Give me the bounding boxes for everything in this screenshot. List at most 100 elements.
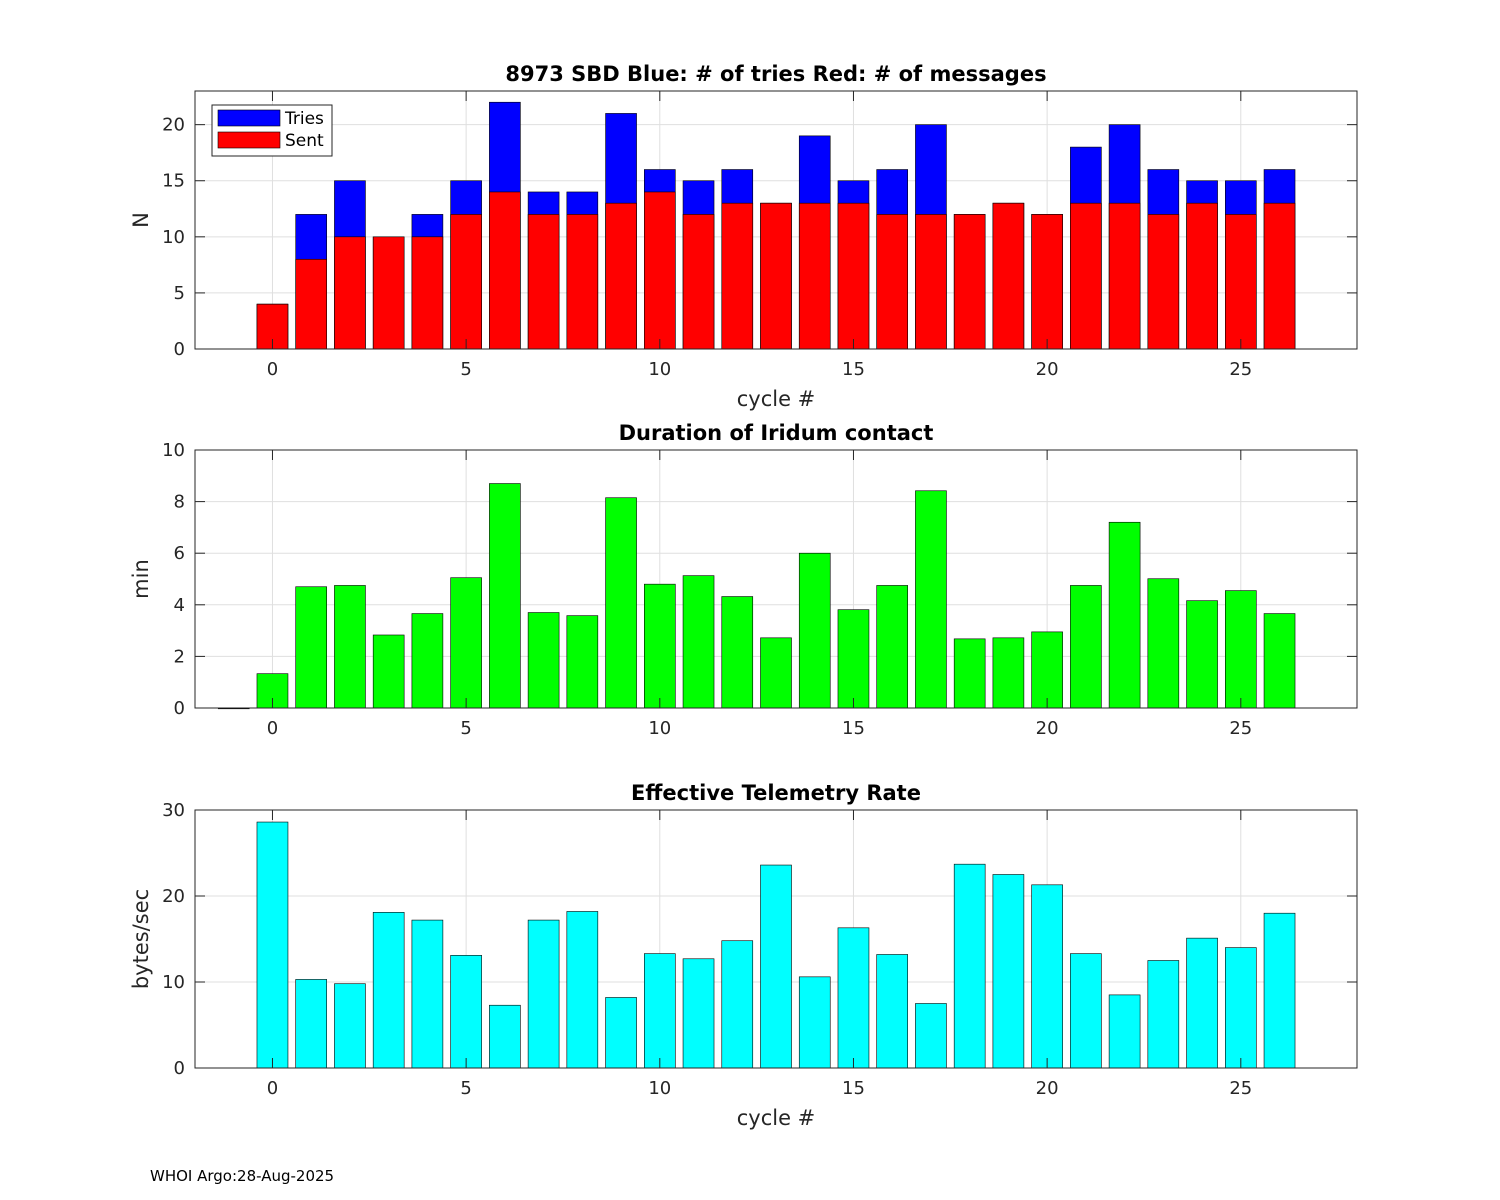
bar-duration-cycle-8: [566, 615, 599, 709]
y-tick-label: 8: [174, 492, 185, 513]
y-tick-label: 10: [162, 227, 185, 248]
bar-sent-cycle-16: [876, 214, 908, 350]
axes-box: [194, 809, 1358, 1069]
bar-rate-cycle-16: [876, 954, 908, 1069]
bar-sent-cycle-11: [682, 214, 715, 350]
bar-rate-cycle-15: [837, 927, 870, 1069]
legend-label-sent: Sent: [285, 131, 324, 151]
bar-sent-cycle-6: [489, 191, 521, 350]
x-tick-label: 25: [1229, 718, 1252, 739]
bar-sent-cycle-13: [760, 202, 792, 350]
x-tick-label: 0: [267, 359, 278, 380]
y-tick-label: 20: [162, 115, 185, 136]
bar-rate-cycle-5: [450, 955, 482, 1069]
x-tick-label: 5: [460, 359, 471, 380]
bar-rate-cycle-17: [915, 1003, 947, 1069]
bar-sent-cycle-4: [411, 236, 444, 350]
bar-sent-cycle-20: [1031, 214, 1063, 350]
bar-rate-cycle-1: [295, 979, 327, 1069]
bar-sent-cycle-14: [798, 202, 831, 350]
x-tick-label: 0: [267, 718, 278, 739]
y-tick-label: 5: [174, 283, 185, 304]
chart-title: Duration of Iridum contact: [619, 421, 934, 445]
y-tick-label: 30: [162, 800, 185, 821]
x-tick-label: 15: [842, 718, 865, 739]
bar-rate-cycle-18: [953, 863, 986, 1069]
y-tick-label: 10: [162, 440, 185, 461]
bar-sent-cycle-24: [1186, 202, 1218, 350]
x-tick-label: 25: [1229, 359, 1252, 380]
bar-duration-cycle-9: [605, 497, 637, 709]
x-tick-label: 20: [1036, 718, 1059, 739]
y-axis-label: min: [129, 559, 153, 599]
bar-rate-cycle-24: [1186, 937, 1218, 1069]
chart-2: 0 5 10 15 20 25 0 2 4 6 8 10 Duration of Iridum cont…: [129, 421, 1358, 739]
bar-rate-cycle-2: [334, 983, 366, 1069]
x-tick-label: 5: [460, 718, 471, 739]
bar-rate-cycle-20: [1031, 884, 1063, 1069]
chart-1: 0 5 10 15 20 25 0 5 10 15 20 8973 SBD Blue: # of tr…: [129, 62, 1358, 411]
bar-sent-cycle-9: [605, 202, 637, 350]
bar-rate-cycle-11: [682, 958, 715, 1069]
bar-sent-cycle-10: [644, 191, 676, 350]
bar-rate-cycle-3: [372, 912, 405, 1069]
bar-rate-cycle-23: [1147, 960, 1180, 1069]
bar-duration-cycle-6: [489, 483, 521, 709]
bar-sent-cycle-17: [915, 214, 947, 350]
bar-rate-cycle-13: [760, 864, 792, 1069]
chart-3: 0 5 10 15 20 25 0 10 20 30 Effective Telemetry Rat…: [129, 781, 1358, 1130]
y-tick-label: 0: [174, 698, 185, 719]
bar-rate-cycle-22: [1108, 994, 1141, 1069]
x-tick-label: 5: [460, 1078, 471, 1099]
x-tick-label: 10: [648, 359, 671, 380]
bar-sent-cycle-25: [1225, 214, 1257, 350]
chart-title: Effective Telemetry Rate: [631, 781, 921, 805]
bar-rate-cycle-6: [489, 1004, 521, 1069]
bar-duration-cycle-12: [721, 596, 754, 709]
bar-duration-cycle-13: [760, 637, 792, 709]
bar-rate-cycle-4: [411, 919, 444, 1069]
x-tick-label: 15: [842, 359, 865, 380]
legend-swatch-sent: [217, 131, 281, 149]
y-tick-label: 2: [174, 646, 185, 667]
bar-rate-cycle-19: [992, 874, 1025, 1069]
bar-sent-cycle-15: [837, 202, 870, 350]
bar-duration-cycle-26: [1263, 613, 1296, 709]
bar-duration-cycle-17: [915, 490, 947, 709]
x-tick-label: 20: [1036, 359, 1059, 380]
bar-duration-cycle-18: [953, 638, 986, 709]
bar-duration-cycle-10: [644, 583, 676, 709]
bar-duration-cycle-15: [837, 609, 870, 709]
bar-sent-cycle-5: [450, 214, 482, 350]
bar-rate-cycle-14: [798, 976, 831, 1069]
x-axis-label: cycle #: [737, 387, 816, 411]
x-tick-label: 0: [267, 1078, 278, 1099]
bar-rate-cycle-21: [1070, 953, 1102, 1069]
bar-sent-cycle-8: [566, 214, 599, 350]
y-tick-label: 0: [174, 1058, 185, 1079]
bar-duration-cycle-3: [372, 634, 405, 709]
bar-rate-cycle-0: [256, 821, 289, 1069]
bar-duration-cycle-5: [450, 577, 482, 709]
y-tick-label: 10: [162, 972, 185, 993]
bar-duration-cycle-7: [527, 612, 560, 709]
bar-rate-cycle-7: [527, 919, 560, 1069]
bar-duration-cycle-24: [1186, 600, 1218, 709]
x-tick-label: 20: [1036, 1078, 1059, 1099]
bar-sent-cycle-21: [1070, 202, 1102, 350]
bar-sent-cycle-3: [372, 236, 405, 350]
y-tick-label: 6: [174, 543, 185, 564]
bar-duration-cycle-1: [295, 586, 327, 709]
y-tick-label: 15: [162, 171, 185, 192]
x-tick-label: 15: [842, 1078, 865, 1099]
bar-rate-cycle-25: [1225, 947, 1257, 1069]
bar-sent-cycle-1: [295, 258, 327, 350]
x-tick-label: 10: [648, 718, 671, 739]
chart-title: 8973 SBD Blue: # of tries Red: # of mess…: [505, 62, 1046, 86]
bar-sent-cycle-7: [527, 214, 560, 350]
bar-duration-cycle-22: [1108, 521, 1141, 709]
x-tick-label: 10: [648, 1078, 671, 1099]
axes-box: [194, 90, 1358, 350]
bar-duration-cycle-11: [682, 575, 715, 709]
bar-sent-cycle-12: [721, 202, 754, 350]
